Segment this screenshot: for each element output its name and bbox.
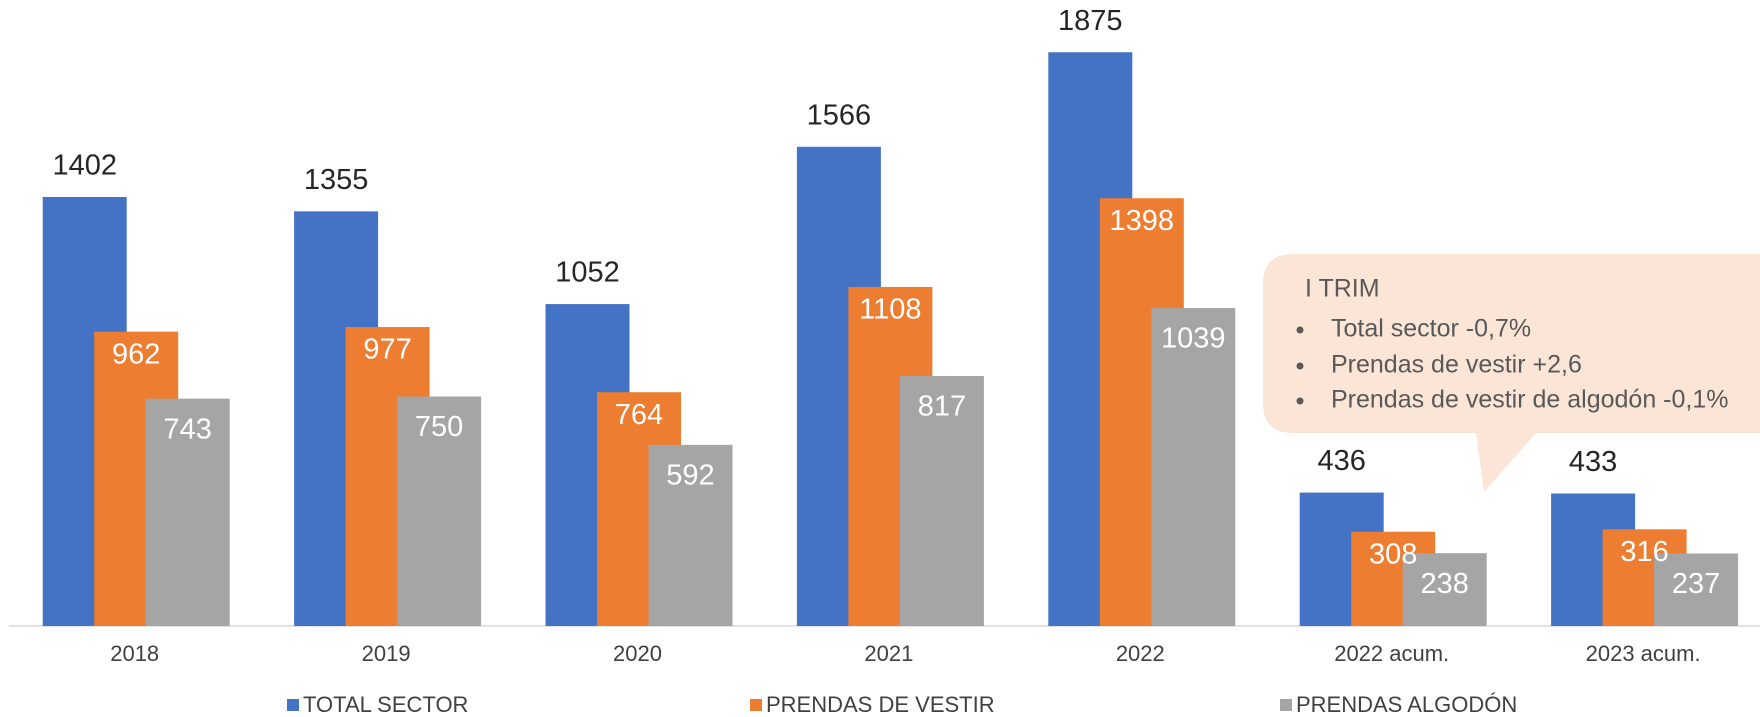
data-label: 764: [615, 399, 663, 431]
x-tick-label: 2022: [1116, 641, 1165, 666]
data-label: 1402: [52, 150, 117, 182]
x-tick-label: 2022 acum.: [1334, 641, 1449, 666]
data-label: 1566: [807, 99, 872, 131]
callout-item: Prendas de vestir +2,6: [1331, 351, 1582, 379]
data-label: 433: [1569, 446, 1617, 478]
bar: [648, 444, 733, 626]
x-tick-label: 2019: [362, 641, 411, 666]
data-label: 750: [415, 411, 463, 443]
data-label: 1875: [1058, 5, 1123, 37]
data-label: 977: [363, 334, 411, 366]
data-label: 817: [918, 391, 966, 423]
callout-title: I TRIM: [1305, 275, 1380, 303]
bar: [899, 375, 984, 626]
legend-swatch: [287, 699, 299, 711]
data-label: 308: [1369, 538, 1417, 570]
data-label: 1039: [1161, 323, 1226, 355]
bullet: [1296, 397, 1304, 405]
legend-swatch: [1280, 699, 1292, 711]
legend-swatch: [750, 699, 762, 711]
bullet: [1296, 326, 1304, 334]
data-label: 962: [112, 338, 160, 370]
data-label: 237: [1672, 568, 1720, 600]
data-label: 316: [1620, 536, 1668, 568]
callout-box: [1263, 254, 1760, 492]
bullet: [1296, 362, 1304, 370]
x-tick-label: 2023 acum.: [1586, 641, 1701, 666]
data-label: 1355: [304, 164, 369, 196]
data-label: 238: [1421, 568, 1469, 600]
data-label: 1398: [1110, 205, 1175, 237]
bar: [1654, 553, 1739, 626]
data-label: 592: [666, 460, 714, 492]
x-tick-label: 2018: [110, 641, 159, 666]
callout: I TRIM Total sector -0,7% Prendas de ves…: [1263, 254, 1760, 492]
legend-label: PRENDAS ALGODÓN: [1296, 692, 1517, 717]
callout-item: Total sector -0,7%: [1331, 315, 1531, 343]
legend-label: TOTAL SECTOR: [303, 692, 468, 717]
data-label: 1108: [859, 294, 921, 326]
bar: [397, 396, 482, 626]
x-tick-label: 2020: [613, 641, 662, 666]
bar: [1151, 308, 1236, 626]
bar: [145, 398, 230, 626]
x-tick-label: 2021: [864, 641, 913, 666]
data-label: 1052: [555, 257, 620, 289]
callout-item: Prendas de vestir de algodón -0,1%: [1331, 386, 1728, 414]
data-label: 743: [164, 413, 212, 445]
bar: [1402, 553, 1487, 626]
data-label: 436: [1318, 445, 1366, 477]
legend-label: PRENDAS DE VESTIR: [766, 692, 995, 717]
